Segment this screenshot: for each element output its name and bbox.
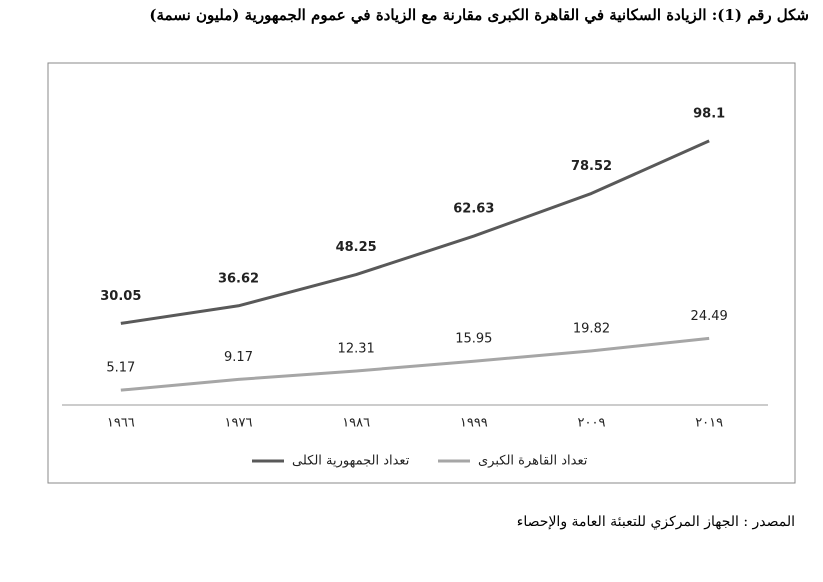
data-label: 98.1: [693, 106, 725, 121]
x-tick-label: ٢٠٠٩: [578, 416, 606, 431]
data-label: 12.31: [338, 341, 375, 356]
x-tick-label: ١٩٦٦: [107, 416, 135, 431]
data-label: 19.82: [573, 321, 610, 336]
data-label: 15.95: [455, 332, 492, 347]
data-label: 9.17: [224, 350, 253, 365]
legend-label: تعداد الجمهورية الكلى: [292, 454, 410, 469]
data-label: 24.49: [691, 309, 728, 324]
chart-title: شكل رقم (1): الزيادة السكانية في القاهرة…: [149, 6, 809, 24]
data-label: 30.05: [100, 289, 141, 304]
data-label: 78.52: [571, 159, 612, 174]
x-tick-label: ٢٠١٩: [695, 416, 723, 431]
legend-label: تعداد القاهرة الكبرى: [478, 454, 588, 469]
x-tick-label: ١٩٨٦: [342, 416, 370, 431]
data-label: 48.25: [336, 240, 377, 255]
chart-frame: [47, 62, 796, 484]
x-tick-label: ١٩٩٩: [460, 416, 488, 431]
source-note: المصدر : الجهاز المركزي للتعبئة العامة و…: [516, 514, 795, 530]
data-label: 5.17: [106, 361, 135, 376]
series-line: [120, 139, 710, 325]
x-tick-label: ١٩٧٦: [225, 416, 253, 431]
data-label: 36.62: [218, 271, 259, 286]
data-label: 62.63: [453, 202, 494, 217]
series-line: [120, 336, 710, 392]
